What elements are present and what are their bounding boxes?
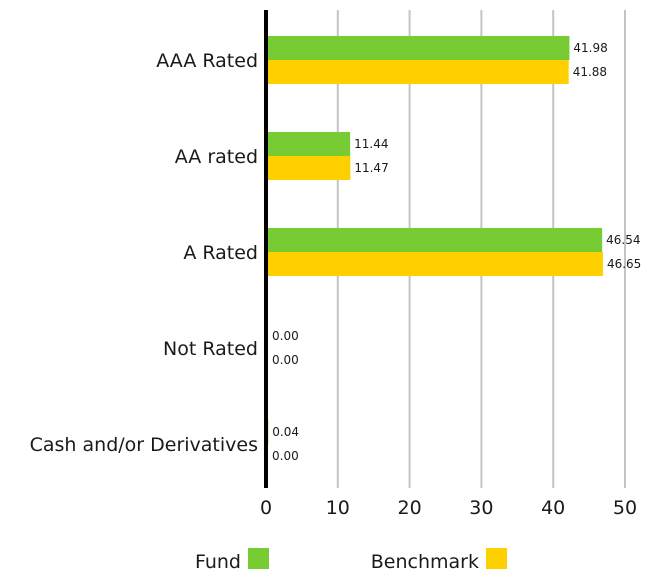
x-tick-label: 50 (613, 497, 637, 519)
category-label: A Rated (183, 242, 258, 264)
x-tick-label: 20 (398, 497, 422, 519)
data-label-benchmark: 0.00 (272, 353, 299, 367)
bar-fund (268, 228, 603, 252)
x-tick-label: 0 (260, 497, 272, 519)
category-labels: AAA Rated AA rated A Rated Not Rated Cash an… (30, 50, 258, 456)
bar-fund (268, 36, 570, 60)
data-label-fund: 41.98 (573, 41, 607, 55)
legend-label-fund: Fund (195, 551, 241, 573)
bar-benchmark (268, 252, 603, 276)
x-tick-label: 10 (326, 497, 350, 519)
data-label-benchmark: 41.88 (573, 65, 607, 79)
legend-swatch-fund (248, 548, 269, 569)
legend-swatch-benchmark (486, 548, 507, 569)
bar-benchmark (268, 60, 569, 84)
data-label-fund: 0.04 (272, 425, 299, 439)
category-label: Cash and/or Derivatives (30, 434, 258, 456)
x-tick-label: 30 (469, 497, 493, 519)
x-tick-labels: 0 10 20 30 40 50 (260, 497, 637, 519)
data-labels: 41.98 41.88 11.44 11.47 46.54 46.65 0.00 0.00 0.… (272, 41, 641, 463)
data-label-fund: 46.54 (606, 233, 640, 247)
category-label: AA rated (175, 146, 258, 168)
data-label-benchmark: 0.00 (272, 449, 299, 463)
bar-fund (268, 132, 351, 156)
data-label-benchmark: 46.65 (607, 257, 641, 271)
legend: Fund Benchmark (195, 548, 507, 573)
legend-label-benchmark: Benchmark (371, 551, 479, 573)
bar-benchmark (268, 156, 351, 180)
data-label-benchmark: 11.47 (354, 161, 388, 175)
data-label-fund: 0.00 (272, 329, 299, 343)
x-tick-label: 40 (541, 497, 565, 519)
category-label: AAA Rated (156, 50, 258, 72)
category-label: Not Rated (163, 338, 258, 360)
bars (268, 36, 603, 444)
data-label-fund: 11.44 (354, 137, 388, 151)
